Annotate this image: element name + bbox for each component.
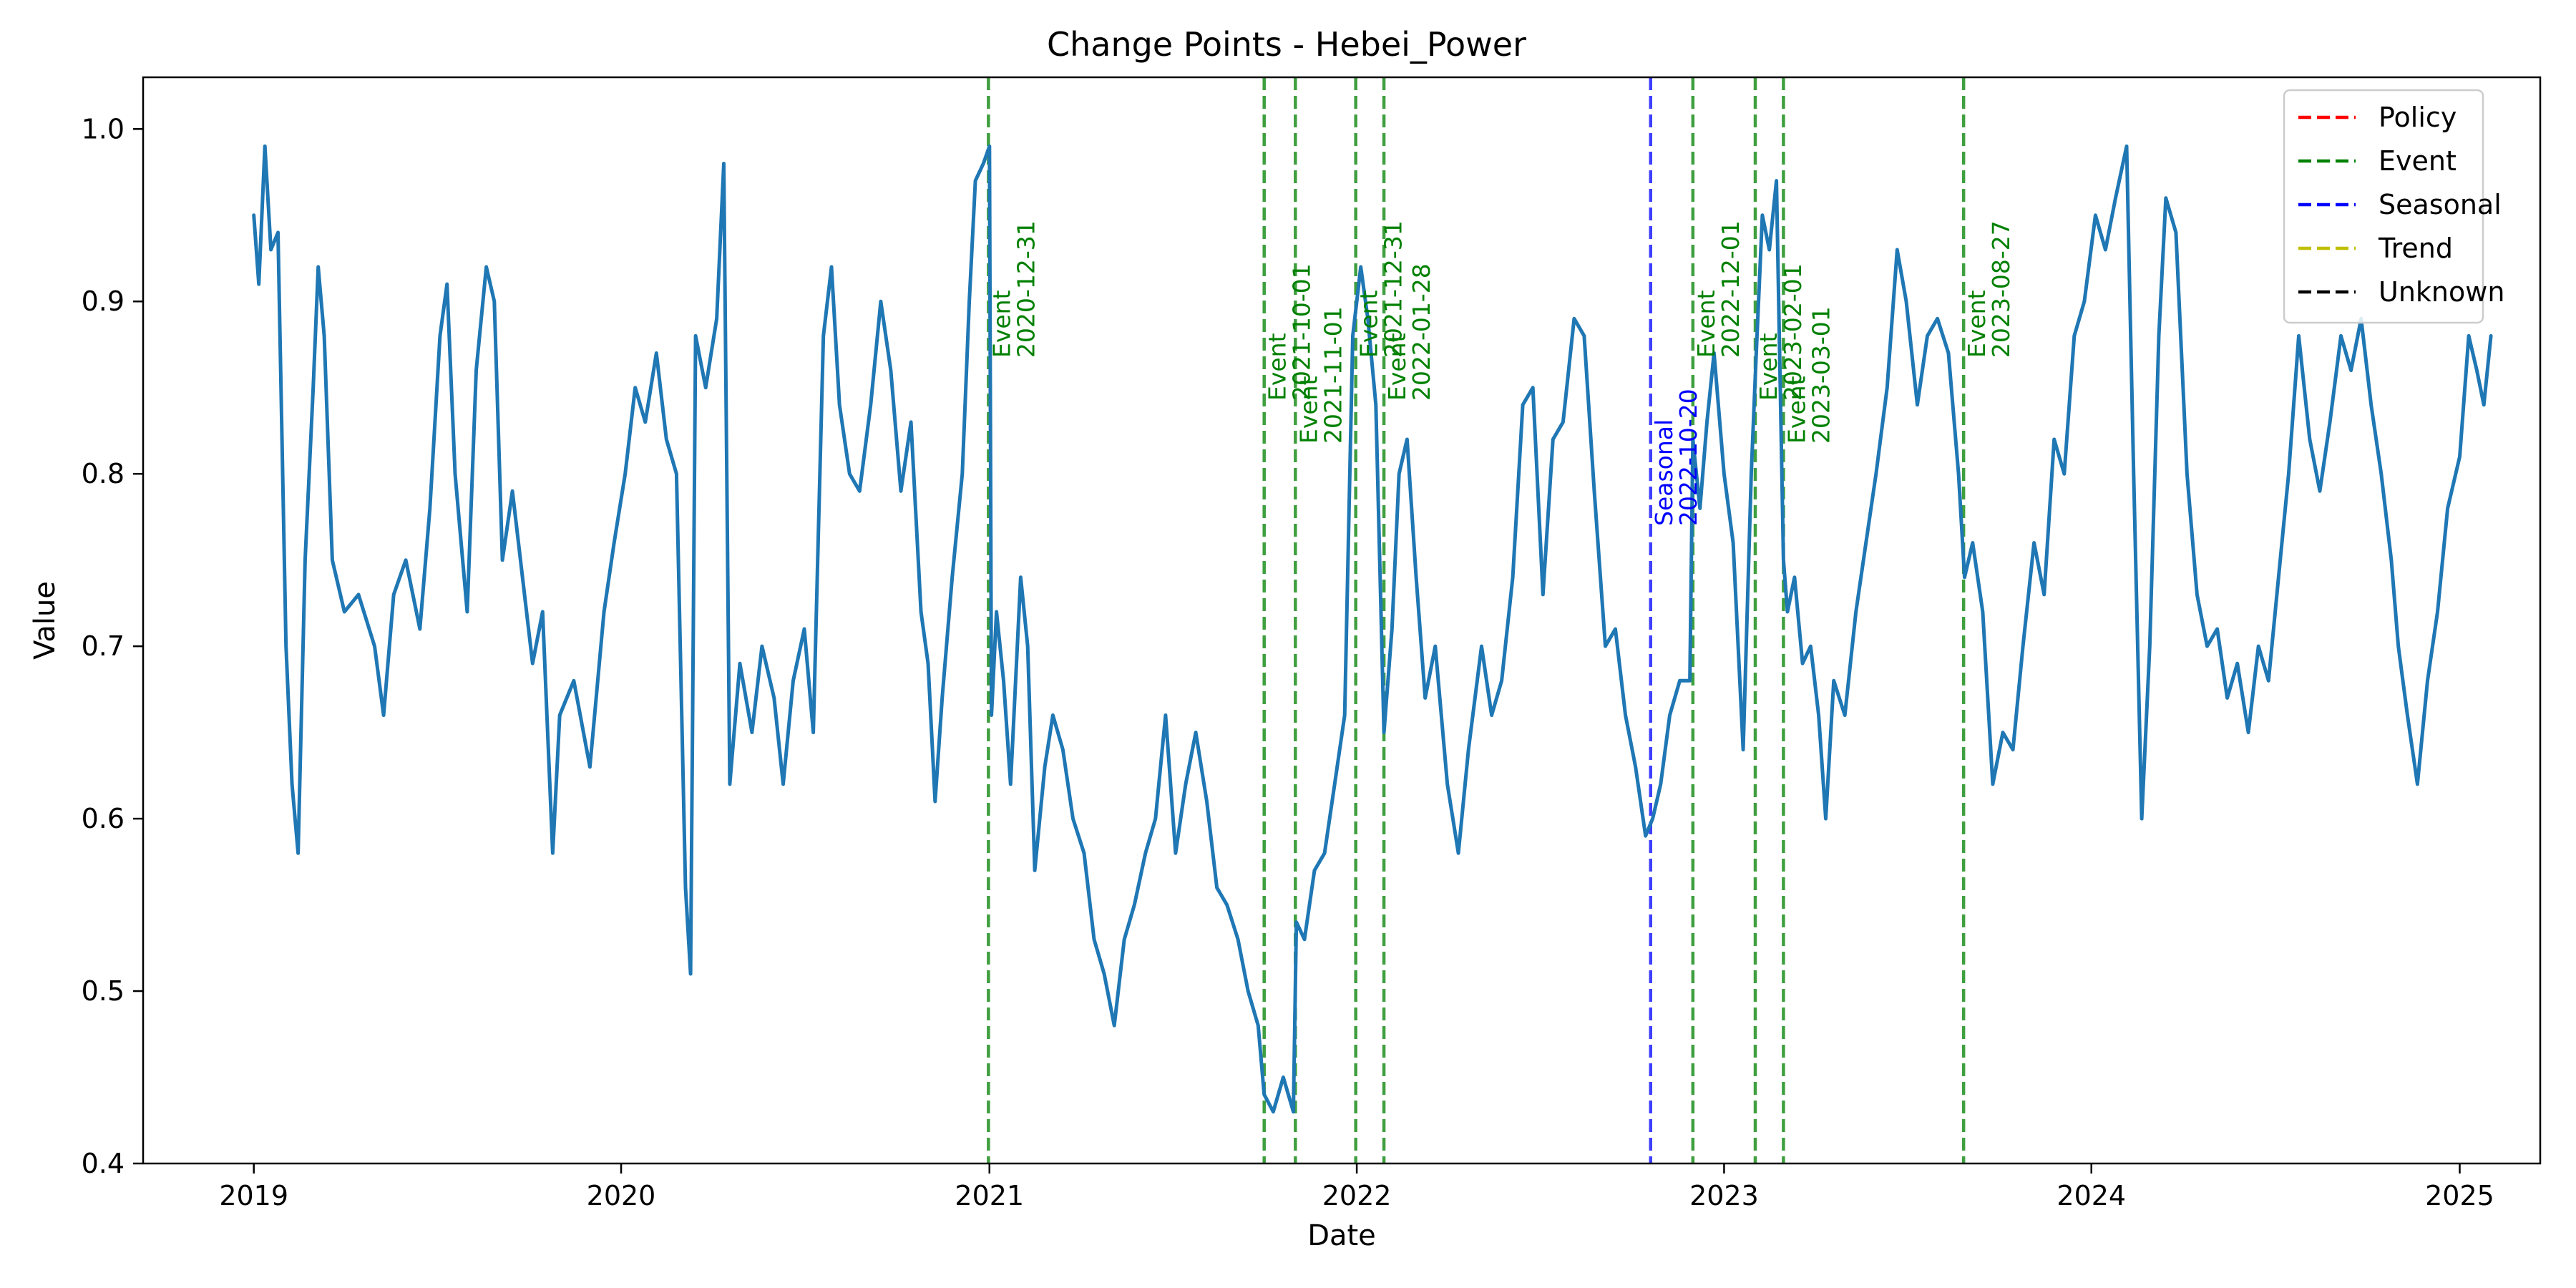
series-line xyxy=(252,144,2493,1114)
change-point-date-label: 2021-10-01 xyxy=(1288,263,1316,401)
change-point-type-label: Event xyxy=(1264,333,1292,401)
change-point-type-label: Event xyxy=(1692,290,1720,358)
x-tick-label: 2021 xyxy=(955,1180,1024,1211)
y-axis-ticks: 0.4 0.5 0.6 0.7 0.8 0.9 1.0 xyxy=(82,113,143,1179)
change-point-type-label: Event xyxy=(1963,290,1991,358)
x-tick-label: 2024 xyxy=(2057,1180,2126,1211)
y-tick-label: 0.5 xyxy=(82,975,125,1007)
change-point-date-label: 2020-12-31 xyxy=(1012,220,1040,358)
legend-label: Unknown xyxy=(2379,276,2504,308)
change-point-labels: Event2020-12-31Event2021-10-01Event2021-… xyxy=(987,220,2015,526)
legend-box xyxy=(2283,89,2484,324)
legend-label: Seasonal xyxy=(2379,189,2502,220)
change-point-type-label: Event xyxy=(1383,333,1411,401)
series-layer xyxy=(252,144,2493,1114)
change-point-type-label: Event xyxy=(1355,290,1383,358)
change-point-date-label: 2022-12-01 xyxy=(1717,220,1745,358)
change-point-date-label: 2021-12-31 xyxy=(1380,220,1407,358)
x-axis-ticks: 2019 2020 2021 2022 2023 2024 2025 xyxy=(219,1163,2494,1211)
change-point-date-label: 2022-01-28 xyxy=(1407,263,1435,401)
y-tick-label: 0.4 xyxy=(82,1148,125,1179)
y-tick-label: 0.9 xyxy=(82,286,125,317)
y-tick-label: 0.8 xyxy=(82,458,125,489)
x-tick-label: 2023 xyxy=(1689,1180,1759,1211)
y-axis-label: Value xyxy=(29,581,62,660)
x-axis-label: Date xyxy=(1307,1219,1376,1252)
change-point-type-label: Event xyxy=(1755,333,1782,401)
change-point-date-label: 2023-02-01 xyxy=(1779,263,1807,401)
change-point-type-label: Event xyxy=(987,290,1015,358)
chart-title: Change Points - Hebei_Power xyxy=(1047,25,1526,64)
change-point-date-label: 2023-08-27 xyxy=(1987,220,2015,358)
change-point-date-label: 2023-03-01 xyxy=(1807,306,1835,444)
change-point-lines xyxy=(987,77,1966,1163)
y-tick-label: 0.6 xyxy=(82,803,125,834)
legend-label: Event xyxy=(2379,145,2457,177)
legend: Policy Event Seasonal Trend Unknown xyxy=(2283,89,2504,324)
x-tick-label: 2020 xyxy=(587,1180,656,1211)
change-point-type-label: Seasonal xyxy=(1650,419,1678,526)
x-tick-label: 2022 xyxy=(1322,1180,1392,1211)
y-tick-label: 1.0 xyxy=(82,113,125,145)
plot-frame xyxy=(142,76,2542,1165)
legend-label: Trend xyxy=(2378,233,2453,264)
x-tick-label: 2019 xyxy=(219,1180,288,1211)
x-tick-label: 2025 xyxy=(2425,1180,2494,1211)
legend-label: Policy xyxy=(2379,102,2457,133)
y-tick-label: 0.7 xyxy=(82,630,125,662)
change-point-date-label: 2022-10-20 xyxy=(1674,389,1702,526)
change-point-type-label: Event xyxy=(1782,376,1810,444)
change-point-date-label: 2021-11-01 xyxy=(1319,306,1347,444)
change-point-type-label: Event xyxy=(1294,376,1322,444)
